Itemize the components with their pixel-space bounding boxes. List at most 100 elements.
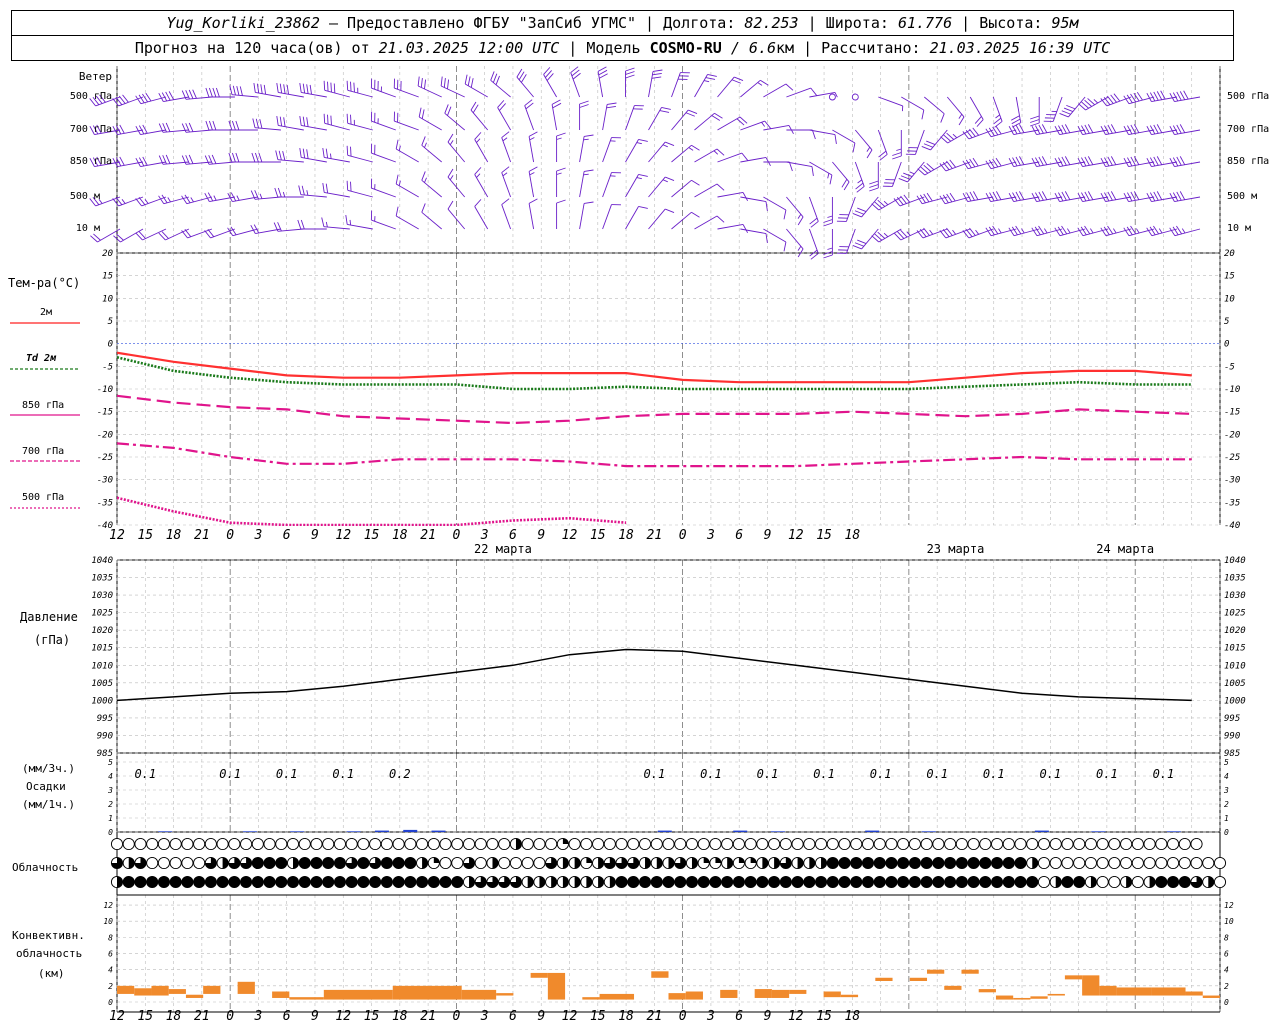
wind-feather bbox=[99, 94, 106, 103]
wind-feather bbox=[1077, 125, 1083, 135]
cloud-symbol bbox=[533, 856, 546, 870]
temp-ytick-left: -15 bbox=[97, 408, 113, 418]
wind-feather bbox=[96, 156, 102, 166]
wind-feather bbox=[138, 94, 145, 104]
cloud-symbol bbox=[157, 856, 170, 870]
cloud-fill bbox=[158, 876, 170, 888]
wind-level-right-0: 500 гПа bbox=[1227, 91, 1269, 102]
cloud-symbol bbox=[580, 856, 593, 870]
wind-feather bbox=[871, 203, 880, 211]
wind-feather bbox=[185, 155, 190, 165]
wind-barb bbox=[597, 66, 608, 98]
wind-feather bbox=[1126, 226, 1133, 236]
wind-feather bbox=[1078, 103, 1086, 111]
wind-feather bbox=[230, 192, 237, 202]
wind-barb bbox=[228, 152, 258, 163]
wind-shaft bbox=[163, 196, 190, 205]
wind-feather bbox=[797, 216, 804, 226]
cloud-symbol bbox=[427, 856, 440, 870]
wind-feather bbox=[1146, 125, 1152, 135]
cloud-fill bbox=[768, 876, 780, 888]
wind-half-feather bbox=[424, 177, 427, 183]
wind-feather bbox=[370, 111, 373, 122]
wind-feather bbox=[1019, 191, 1025, 200]
cloud-symbol bbox=[814, 875, 828, 889]
cloud-symbol bbox=[169, 837, 182, 851]
wind-feather bbox=[142, 93, 149, 103]
cloud-symbol bbox=[134, 837, 147, 851]
wind-shaft bbox=[516, 76, 534, 98]
wind-feather bbox=[185, 123, 190, 133]
wind-feather bbox=[788, 161, 793, 172]
cloud-circle bbox=[1155, 856, 1168, 870]
wind-shaft bbox=[371, 152, 396, 163]
cloud-symbol bbox=[650, 856, 663, 870]
wind-shaft bbox=[1151, 228, 1178, 237]
wind-feather bbox=[112, 125, 118, 135]
wind-half-feather bbox=[424, 142, 427, 148]
wind-feather bbox=[638, 139, 648, 142]
cloud-circle bbox=[838, 837, 851, 851]
wind-feather bbox=[92, 125, 99, 135]
wind-barb bbox=[836, 228, 856, 254]
wind-shaft bbox=[763, 125, 790, 131]
precip-3h-label: 0.1 bbox=[219, 767, 241, 781]
pressure-ytick-right: 985 bbox=[1224, 749, 1240, 759]
cloud-circle bbox=[861, 837, 875, 851]
cloud-fill bbox=[404, 857, 416, 869]
wind-shaft bbox=[968, 228, 994, 239]
temp-ytick-right: -40 bbox=[1224, 521, 1240, 531]
temp-ytick-left: -25 bbox=[97, 453, 113, 463]
cloud-symbol bbox=[462, 856, 476, 870]
cloud-symbol bbox=[1061, 856, 1074, 870]
cloud-symbol bbox=[404, 856, 417, 870]
cloud-symbol bbox=[392, 856, 405, 870]
cloud-symbol bbox=[955, 837, 968, 851]
wind-feather bbox=[135, 125, 141, 135]
cloud-symbol bbox=[768, 856, 781, 870]
wind-barb bbox=[602, 204, 621, 230]
cloud-fill bbox=[416, 876, 428, 888]
wind-feather bbox=[188, 89, 194, 99]
conv-bar bbox=[1082, 975, 1100, 996]
cloud-fill bbox=[979, 876, 991, 888]
wind-half-feather bbox=[883, 200, 889, 206]
cloud-symbol bbox=[709, 837, 722, 851]
cloud-symbol bbox=[709, 875, 722, 889]
cloud-fill bbox=[750, 857, 757, 863]
wind-shaft bbox=[528, 136, 535, 163]
wind-feather bbox=[1061, 124, 1067, 134]
wind-shaft bbox=[891, 161, 902, 187]
cloud-fill bbox=[1061, 876, 1074, 888]
cloud-symbol bbox=[1143, 856, 1156, 870]
pressure-ytick-right: 1040 bbox=[1224, 556, 1246, 566]
wind-feather bbox=[239, 86, 243, 96]
wind-feather bbox=[661, 107, 671, 110]
wind-feather bbox=[301, 185, 305, 196]
cloud-symbol bbox=[1014, 837, 1027, 851]
wind-feather bbox=[1066, 104, 1076, 110]
cloud-circle bbox=[685, 837, 699, 851]
wind-feather bbox=[330, 115, 332, 126]
wind-feather bbox=[1087, 191, 1094, 200]
cloud-symbol bbox=[263, 837, 276, 851]
cloud-symbol bbox=[803, 875, 816, 889]
cloud-circle bbox=[709, 837, 722, 851]
altitude-value: 95м bbox=[1051, 14, 1079, 32]
precip-3h-label: 0.1 bbox=[1039, 767, 1061, 781]
wind-barb bbox=[135, 156, 167, 167]
cloud-circle bbox=[1131, 875, 1144, 889]
wind-half-feather bbox=[901, 105, 904, 112]
cloud-symbol bbox=[615, 856, 628, 870]
wind-feather bbox=[579, 100, 589, 105]
wind-barb bbox=[1054, 191, 1086, 202]
wind-shaft bbox=[347, 154, 373, 163]
cloud-fill bbox=[797, 857, 804, 869]
time-tick-label: 9 bbox=[537, 528, 545, 543]
wind-barb bbox=[181, 194, 213, 205]
wind-feather bbox=[974, 116, 982, 124]
wind-barb bbox=[1146, 124, 1178, 135]
wind-shaft bbox=[524, 105, 535, 131]
wind-feather bbox=[985, 160, 992, 169]
wind-feather bbox=[112, 157, 118, 167]
